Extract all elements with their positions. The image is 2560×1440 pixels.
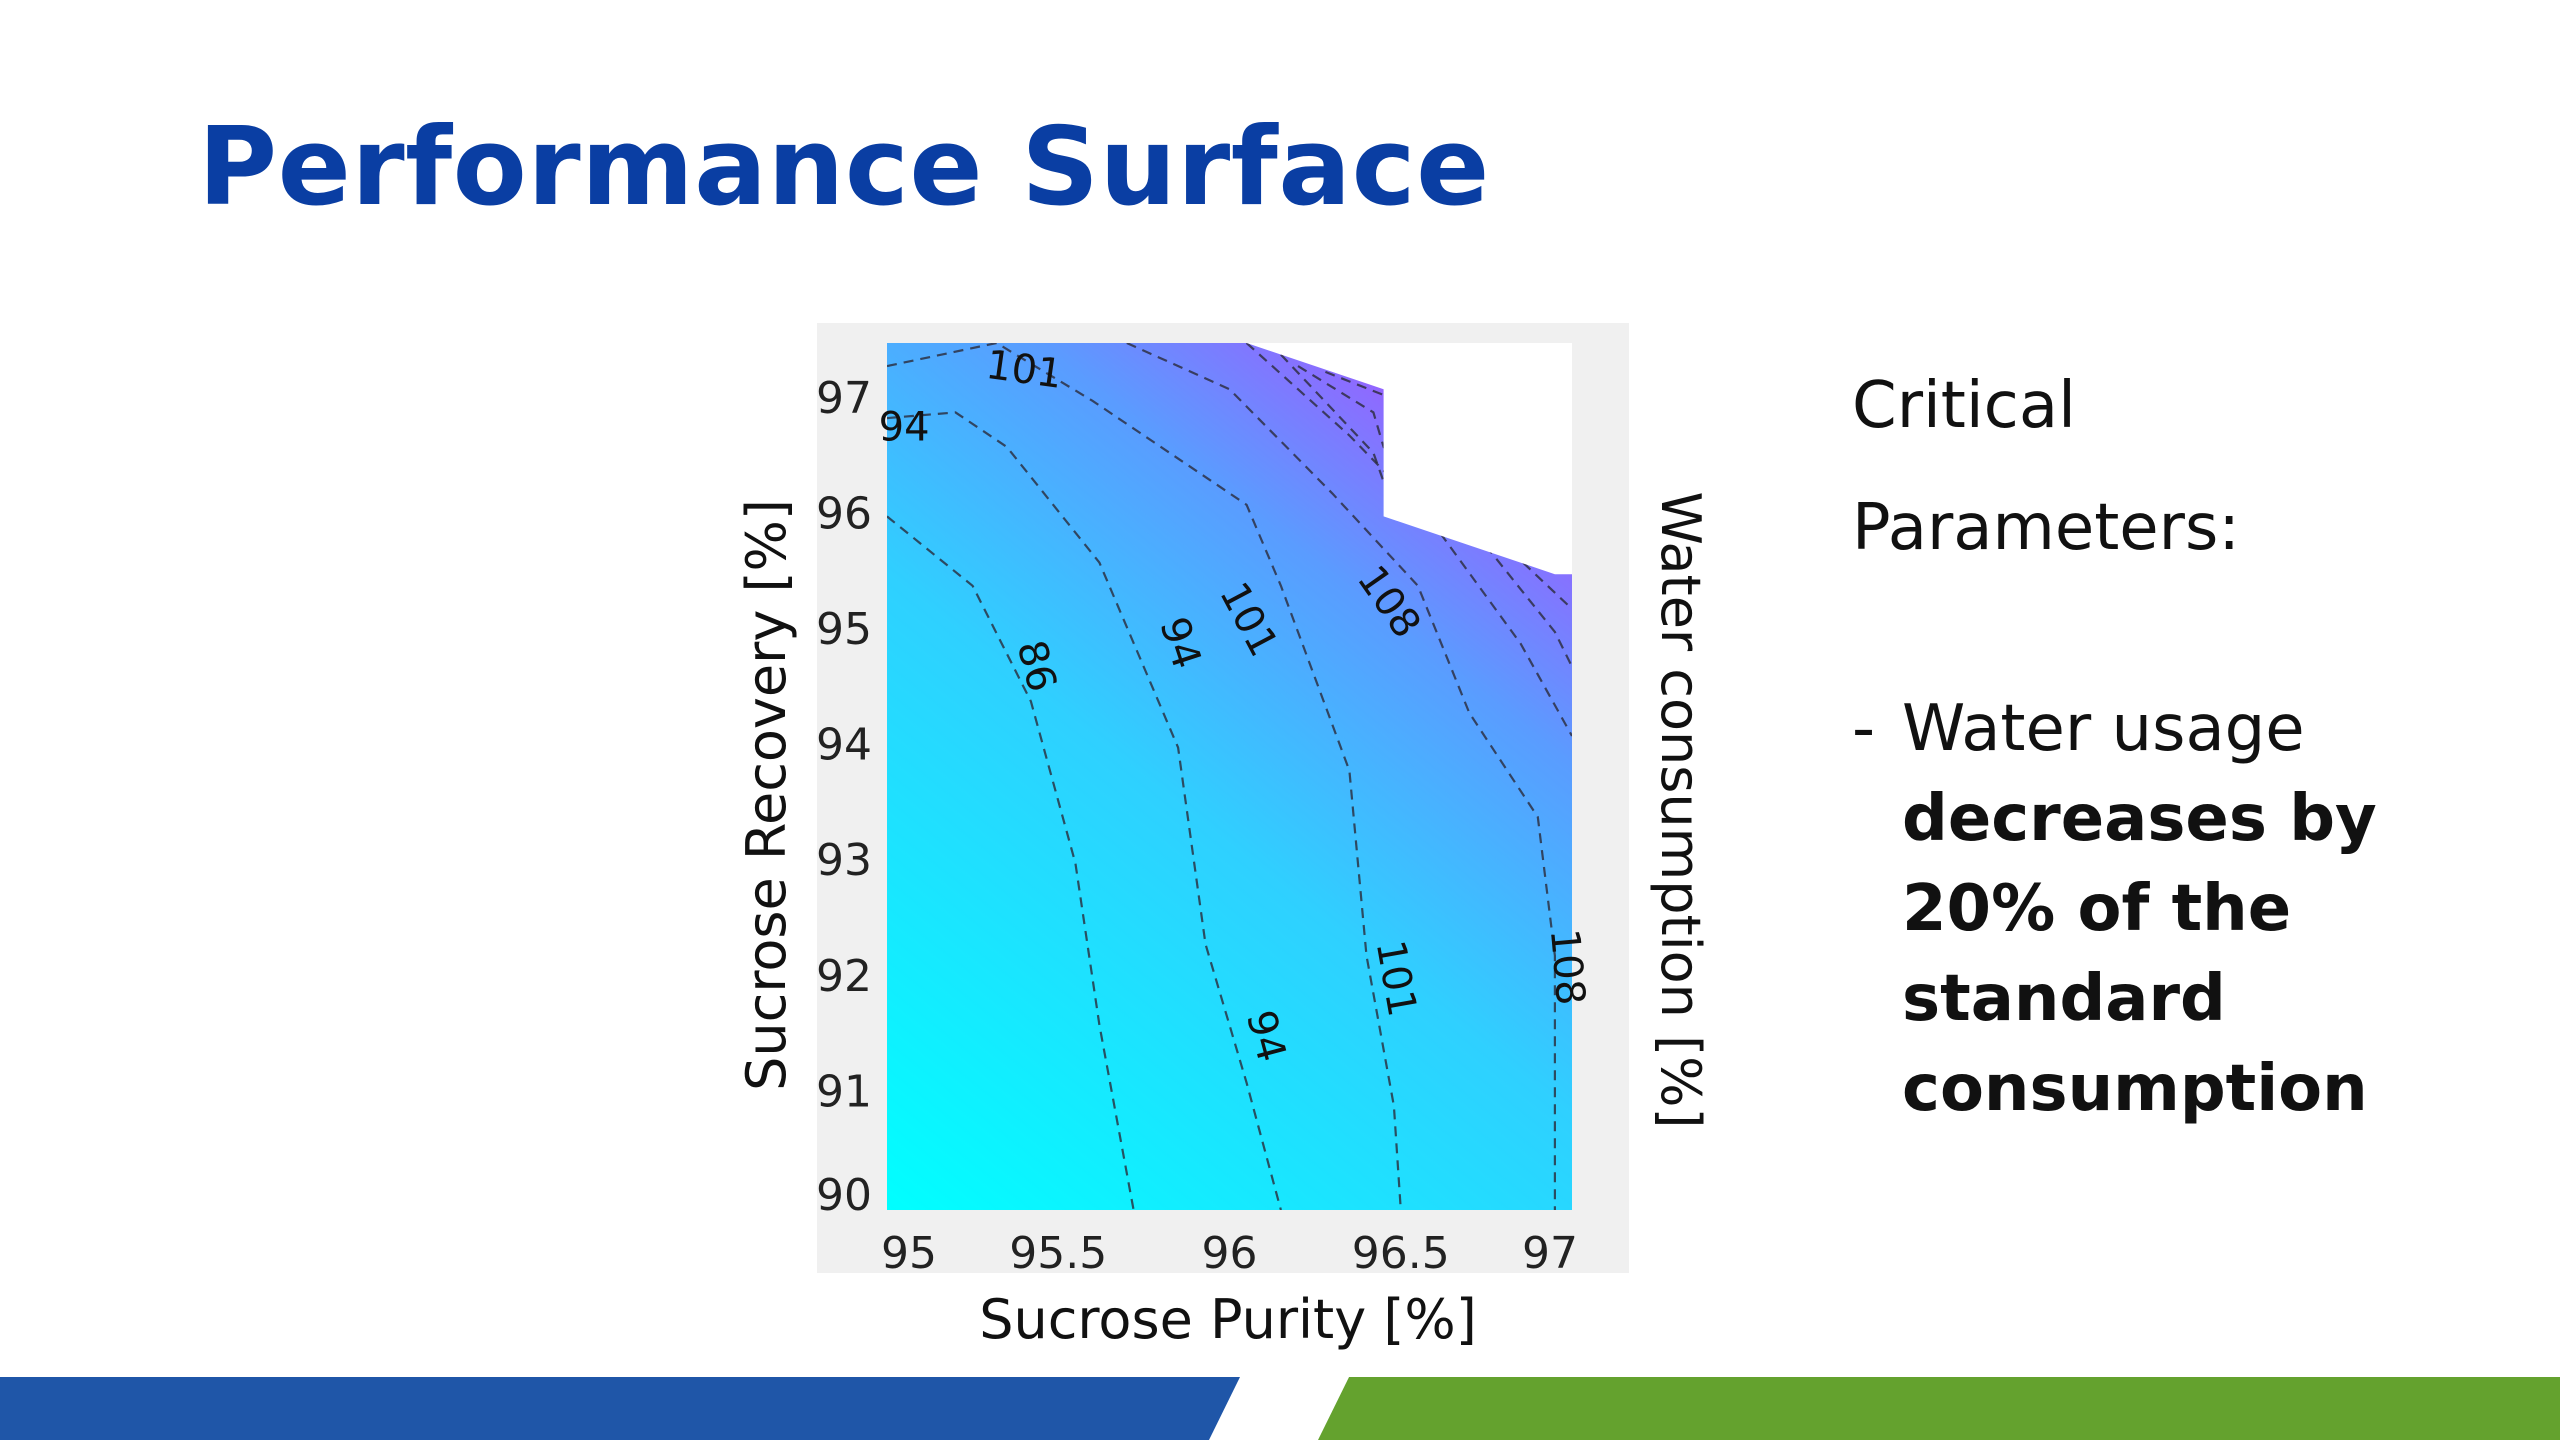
contour-line-122 xyxy=(1280,353,1572,668)
x-axis-label: Sucrose Purity [%] xyxy=(979,1288,1477,1351)
y-axis-ticks: 90 91 92 93 94 95 96 97 xyxy=(816,373,872,1221)
bullet-item: - Water usage decreases by 20% of the st… xyxy=(1852,684,2492,1134)
bullet-bold-text: decreases by 20% of the standard consump… xyxy=(1902,782,2377,1126)
y-axis-label: Sucrose Recovery [%] xyxy=(735,499,798,1091)
contour-label-101: 101 xyxy=(1210,575,1286,664)
contour-label-101: 101 xyxy=(983,342,1065,398)
x-tick-label: 95 xyxy=(881,1228,937,1279)
y-tick-label: 90 xyxy=(816,1170,872,1221)
contour-label-101: 101 xyxy=(1367,937,1426,1020)
contour-label-94: 94 xyxy=(1150,612,1209,675)
bullet-text: Water usage xyxy=(1902,692,2305,766)
contour-lines xyxy=(887,343,1572,1210)
contour-line-136 xyxy=(1324,370,1532,564)
x-tick-label: 96 xyxy=(1202,1228,1258,1279)
contour-line-129 xyxy=(1297,365,1572,610)
plot-area xyxy=(887,343,1572,1210)
figure-background xyxy=(817,323,1629,1273)
x-tick-label: 96.5 xyxy=(1352,1228,1450,1279)
footer-band-blue xyxy=(0,1377,1240,1440)
contour-line-94 xyxy=(887,411,1282,1210)
y-tick-label: 91 xyxy=(816,1066,872,1117)
contour-line-108 xyxy=(1126,343,1556,1210)
footer-band-green xyxy=(1318,1377,2560,1440)
y-tick-label: 96 xyxy=(816,488,872,539)
y-tick-label: 92 xyxy=(816,951,872,1002)
colorbar-label: Water consumption [%] xyxy=(1649,491,1712,1128)
x-axis-ticks: 95 95.5 96 96.5 97 xyxy=(881,1228,1578,1279)
contour-line-115 xyxy=(1245,343,1572,737)
side-panel: Critical Parameters: - Water usage decre… xyxy=(1852,345,2492,1134)
contour-line-86 xyxy=(887,515,1135,1210)
y-tick-label: 97 xyxy=(816,373,872,424)
feasible-region xyxy=(887,343,1572,1210)
contour-label-86: 86 xyxy=(1007,636,1065,697)
contour-label-108: 108 xyxy=(1541,927,1593,1007)
contour-line-101 xyxy=(887,343,1402,1210)
contour-label-94: 94 xyxy=(1237,1006,1295,1067)
bullet-dash: - xyxy=(1852,692,1876,766)
x-tick-label: 97 xyxy=(1522,1228,1578,1279)
slide-title: Performance Surface xyxy=(198,105,1490,230)
contour-label-94: 94 xyxy=(879,405,930,451)
contour-label-108: 108 xyxy=(1348,557,1429,646)
side-heading: Critical Parameters: xyxy=(1852,369,2240,565)
y-tick-label: 93 xyxy=(816,835,872,886)
y-tick-label: 95 xyxy=(816,604,872,655)
y-tick-label: 94 xyxy=(816,720,872,771)
x-tick-label: 95.5 xyxy=(1009,1228,1107,1279)
